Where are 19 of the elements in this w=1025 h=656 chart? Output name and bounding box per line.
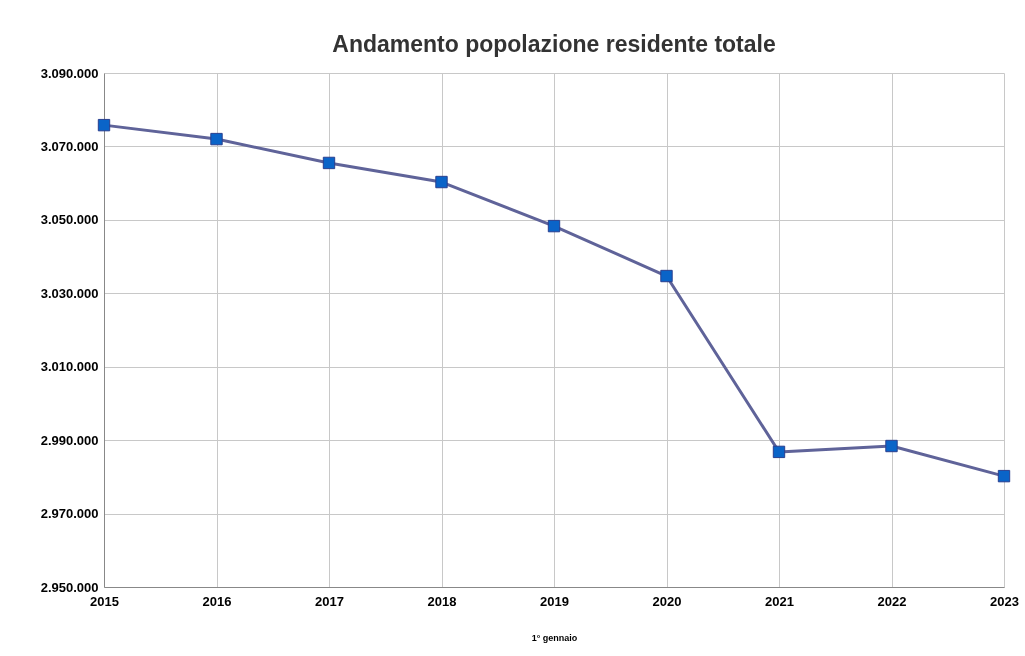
- chart-title: Andamento popolazione residente totale: [332, 31, 776, 57]
- x-tick-label: 2017: [315, 593, 344, 609]
- x-tick-label: 2021: [765, 593, 794, 609]
- x-tick-label: 2015: [90, 593, 119, 609]
- x-tick-label: 2016: [202, 593, 232, 609]
- y-tick-label: 2.990.000: [40, 432, 99, 448]
- y-tick-label: 2.950.000: [40, 579, 99, 595]
- y-tick-label: 3.050.000: [40, 212, 99, 228]
- y-tick-label: 3.010.000: [40, 359, 99, 375]
- y-tick-label: 3.090.000: [40, 65, 99, 81]
- x-tick-label: 2018: [427, 593, 457, 609]
- y-tick-label: 3.070.000: [40, 138, 99, 154]
- x-tick-label: 2023: [990, 593, 1019, 609]
- y-tick-label: 2.970.000: [40, 506, 99, 522]
- x-tick-label: 2022: [877, 593, 907, 609]
- y-tick-label: 3.030.000: [40, 285, 99, 301]
- x-axis-title: 1° gennaio: [531, 632, 578, 643]
- x-tick-label: 2020: [652, 593, 682, 609]
- x-tick-label: 2019: [540, 593, 569, 609]
